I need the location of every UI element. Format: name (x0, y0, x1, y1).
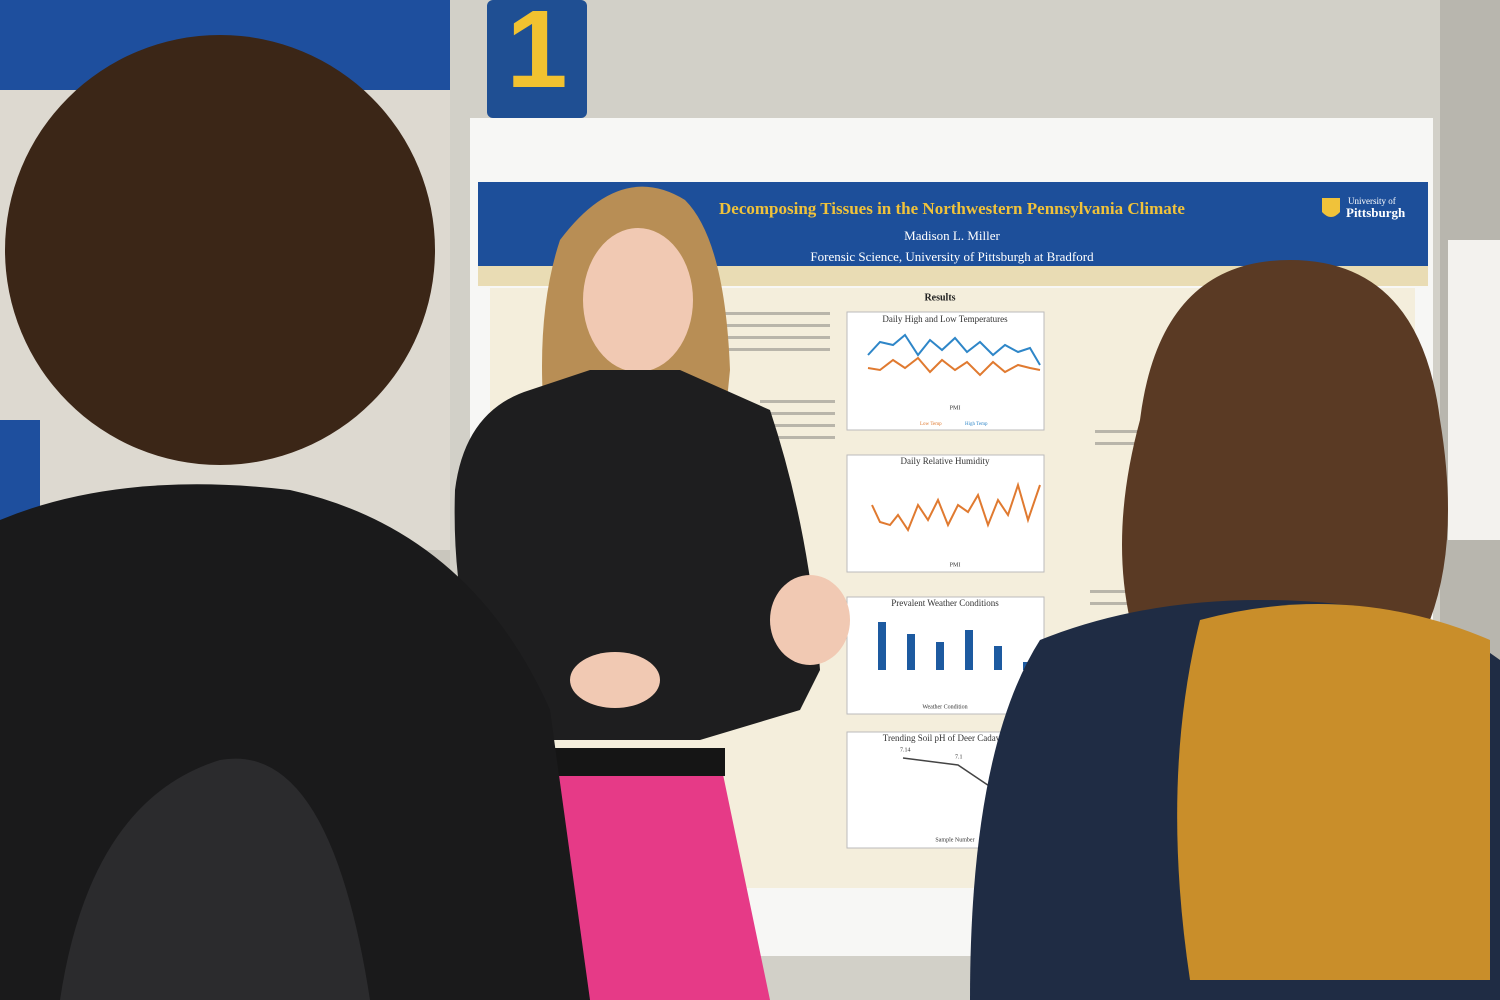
legend-entry: High Temp (965, 422, 988, 427)
line-decor (871, 481, 1041, 533)
chart-title: Trending Soil pH of Deer Cadaver (883, 733, 1007, 743)
visitor-hair (5, 35, 435, 465)
visitor-hair (1122, 260, 1448, 620)
logo-line2: Pittsburgh (1346, 205, 1406, 220)
shape (1095, 430, 1175, 433)
chart-title: Prevalent Weather Conditions (891, 598, 999, 608)
x-axis-label: Weather Condition (922, 704, 967, 710)
logo-shield (1322, 198, 1340, 217)
shape (994, 646, 1002, 670)
shape (640, 336, 830, 339)
shape (907, 634, 915, 670)
visitor-backpack (1177, 604, 1490, 980)
line-decor (867, 356, 1041, 377)
sign-number: 1 (506, 0, 567, 111)
shape (965, 630, 973, 670)
shape (640, 348, 830, 351)
point-label: 7.1 (955, 754, 963, 760)
x-axis-label: Sample Number (935, 837, 974, 843)
visitor-bag (60, 758, 370, 1000)
chart-title: Daily Relative Humidity (901, 456, 990, 466)
results-heading: Results (924, 292, 955, 303)
presenter-top (454, 370, 820, 740)
poster-title: Decomposing Tissues in the Northwestern … (719, 199, 1185, 218)
shape (640, 312, 830, 315)
chart-panel (846, 311, 1045, 431)
line-decor (867, 333, 1041, 366)
x-axis-label: PMI (950, 405, 961, 411)
poster-author: Madison L. Miller (904, 228, 1000, 243)
presenter-face (583, 228, 693, 372)
x-axis-label: PMI (950, 562, 961, 568)
presenter-hand (770, 575, 850, 665)
presenter-hand (570, 652, 660, 708)
poster-affiliation: Forensic Science, University of Pittsbur… (810, 249, 1094, 264)
shape (878, 622, 886, 670)
shape (760, 412, 835, 415)
shape (760, 400, 835, 403)
neighbor-poster (1448, 240, 1500, 540)
logo-line1: University of (1348, 196, 1396, 206)
chart-title: Daily High and Low Temperatures (882, 314, 1008, 324)
chart-panel (846, 454, 1045, 573)
number-sign (487, 0, 587, 118)
shape (640, 324, 830, 327)
shape (760, 436, 835, 439)
shape (760, 424, 835, 427)
point-label: 7.14 (900, 747, 911, 753)
shape (936, 642, 944, 670)
legend-entry: Low Temp (920, 422, 942, 427)
